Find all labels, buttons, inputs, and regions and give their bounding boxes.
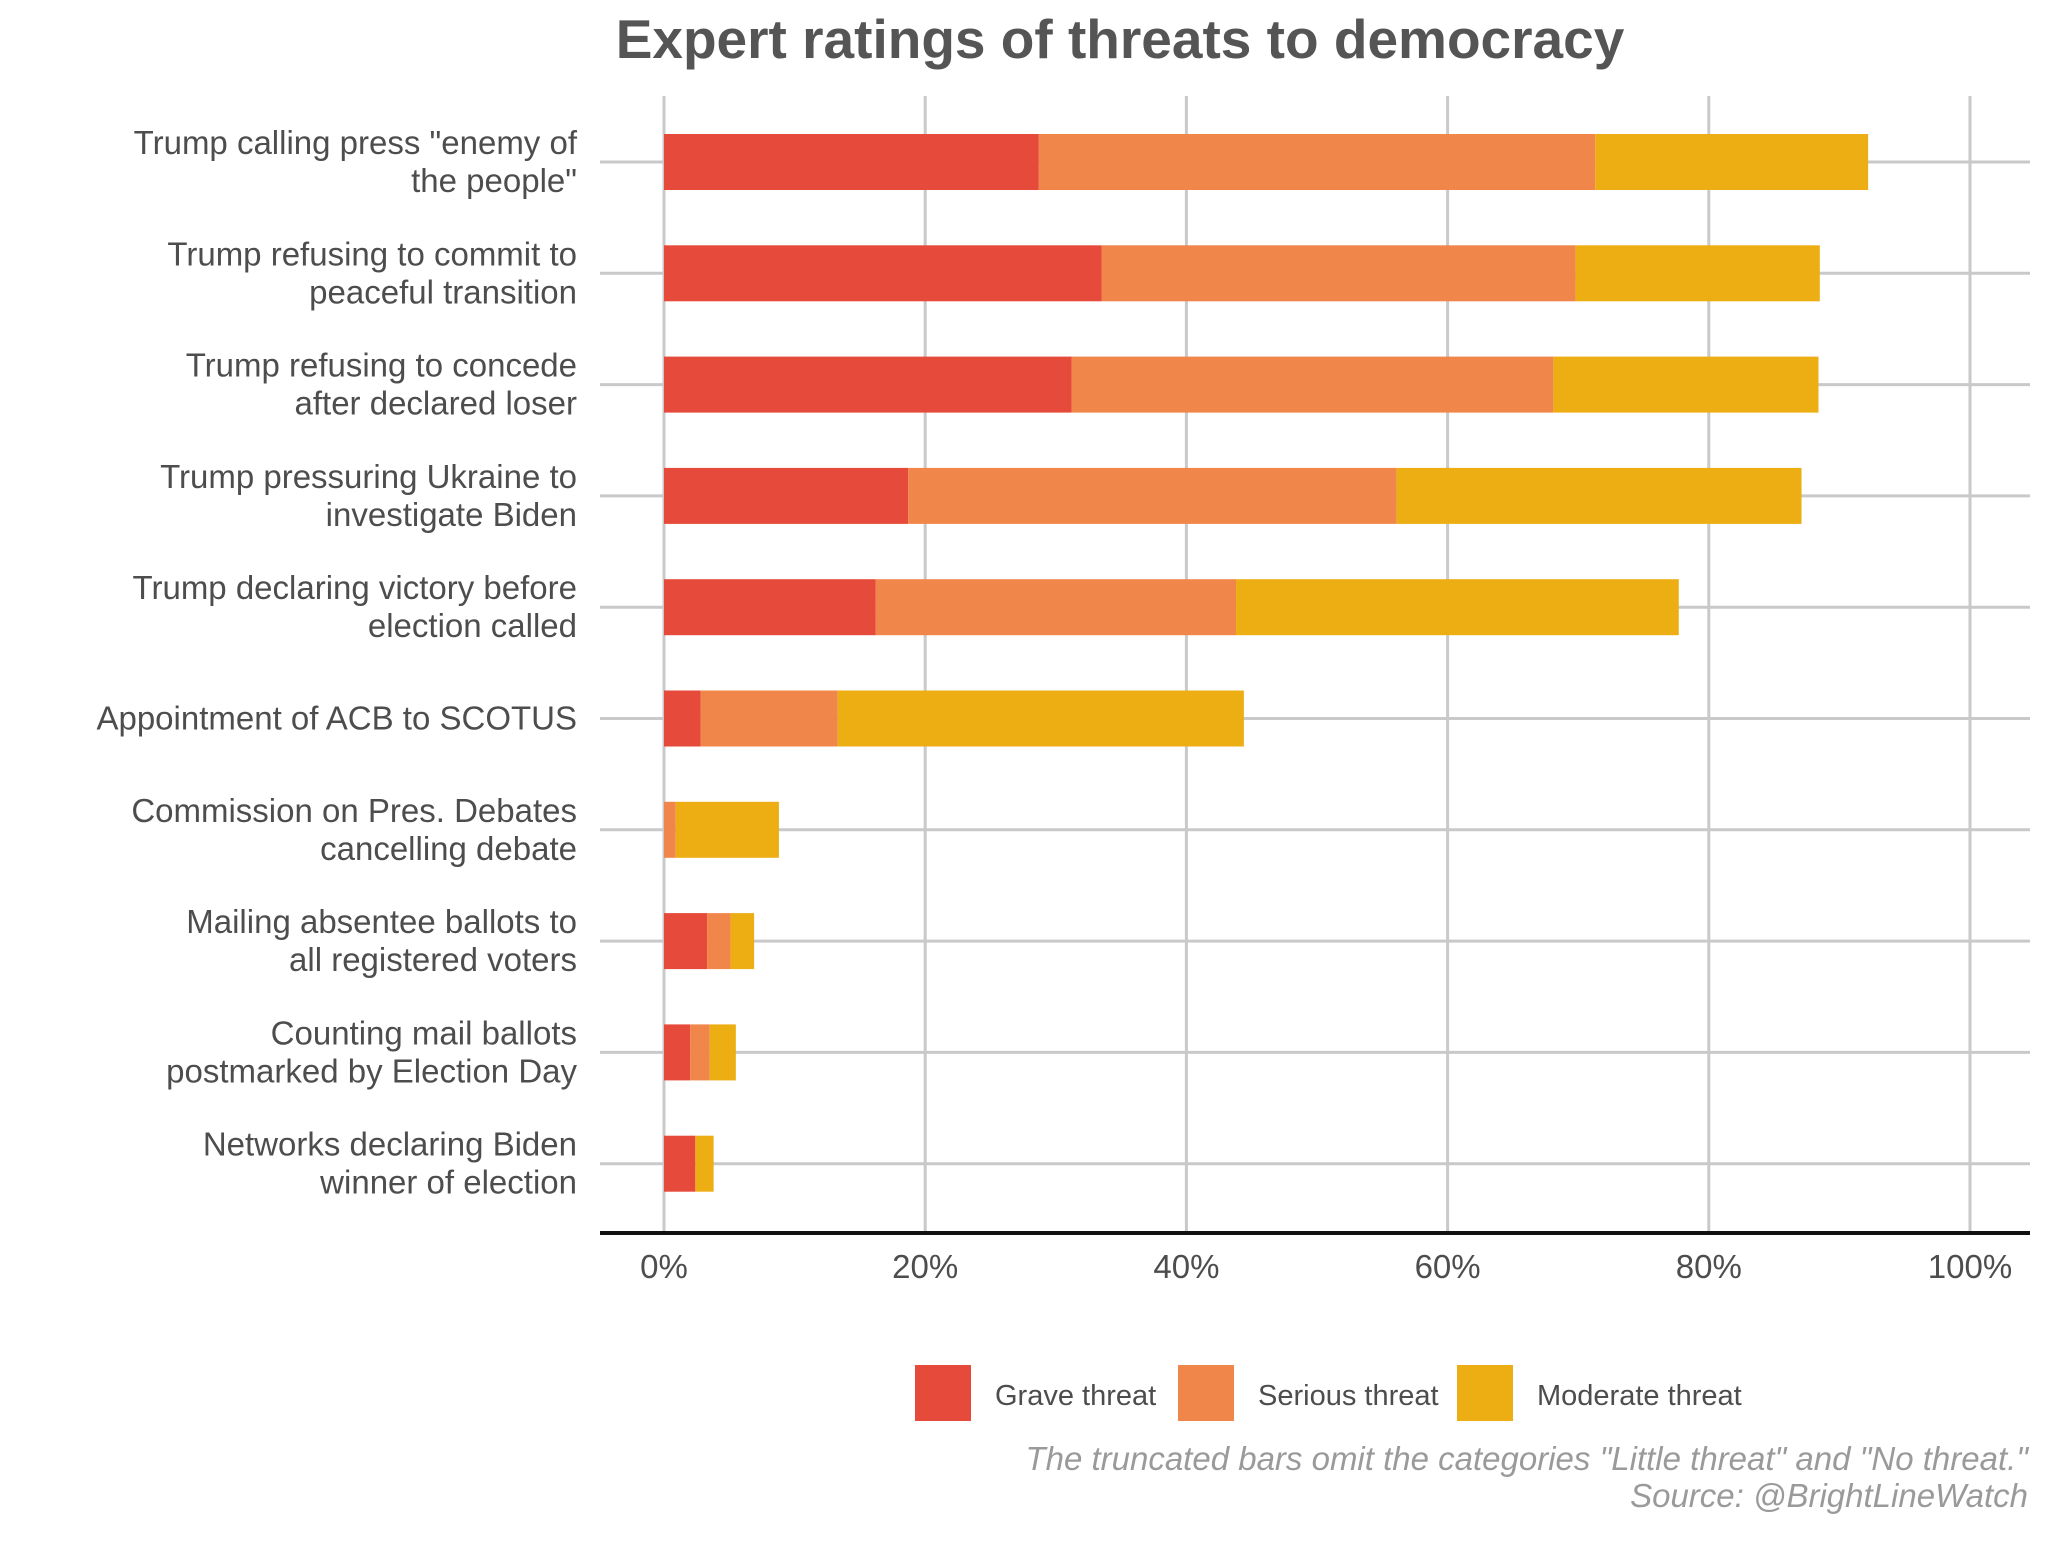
bar-segment: [709, 1024, 736, 1081]
bar-segment: [1236, 579, 1679, 636]
bar-segment: [837, 690, 1244, 747]
category-label: Trump refusing to commit to: [167, 235, 577, 272]
bar-segment: [1071, 356, 1554, 413]
category-label: Trump declaring victory before: [133, 569, 577, 606]
bar-segment: [695, 1135, 714, 1192]
bar-segment: [1553, 356, 1819, 413]
bar-segment: [664, 1024, 691, 1081]
x-tick-label: 20%: [892, 1248, 958, 1285]
bar-segment: [1575, 245, 1820, 302]
bar-segment: [1038, 134, 1596, 190]
chart-title: Expert ratings of threats to democracy: [616, 8, 1625, 70]
category-label: Networks declaring Biden: [203, 1126, 577, 1163]
category-label: cancelling debate: [320, 830, 577, 867]
bar-segment: [675, 801, 779, 858]
bar-segment: [664, 579, 876, 636]
bar-segment: [664, 801, 676, 858]
category-label: Trump pressuring Ukraine to: [160, 458, 577, 495]
bar-segment: [730, 913, 755, 970]
bar-segment: [700, 690, 838, 747]
x-tick-label: 0%: [640, 1248, 688, 1285]
x-axis: 0% 20% 40% 60% 80% 100%: [600, 1231, 2030, 1285]
legend-swatch: [1457, 1365, 1513, 1421]
bar-segment: [664, 690, 701, 747]
category-label: winner of election: [319, 1164, 577, 1201]
bar-segment: [664, 1135, 696, 1192]
legend-label: Grave threat: [995, 1380, 1156, 1412]
legend: Grave threat Serious threat Moderate threa…: [915, 1365, 1742, 1421]
bar-segment: [664, 913, 708, 970]
category-label: all registered voters: [289, 941, 577, 978]
caption-line: The truncated bars omit the categories "…: [1025, 1440, 2029, 1477]
legend-swatch: [915, 1365, 971, 1421]
bar-segment: [664, 134, 1039, 190]
caption-line: Source: @BrightLineWatch: [1630, 1477, 2028, 1514]
bar-segment: [1595, 134, 1869, 190]
x-tick-label: 60%: [1415, 1248, 1481, 1285]
bar-segment: [707, 913, 731, 970]
bar-segment: [875, 579, 1237, 636]
category-label: election called: [368, 607, 577, 644]
category-label: peaceful transition: [309, 273, 577, 310]
x-tick-label: 100%: [1928, 1248, 2012, 1285]
legend-label: Moderate threat: [1537, 1380, 1742, 1412]
category-label: investigate Biden: [326, 496, 577, 533]
bar-segment: [690, 1024, 710, 1081]
category-label: after declared loser: [295, 385, 577, 422]
category-label: Trump calling press "enemy of: [134, 124, 578, 161]
x-tick-label: 80%: [1676, 1248, 1742, 1285]
category-label: Trump refusing to concede: [186, 347, 577, 384]
bar-segment: [664, 245, 1102, 302]
bar-segment: [908, 467, 1397, 524]
caption: The truncated bars omit the categories "…: [1025, 1440, 2029, 1514]
category-label: Mailing absentee ballots to: [186, 903, 577, 940]
bars: [664, 134, 1869, 1192]
bar-segment: [1396, 467, 1802, 524]
bar-segment: [664, 356, 1072, 413]
legend-label: Serious threat: [1258, 1380, 1439, 1412]
category-label: Counting mail ballots: [271, 1014, 577, 1051]
category-label: the people": [411, 162, 577, 199]
category-label: Commission on Pres. Debates: [131, 792, 577, 829]
x-tick-label: 40%: [1153, 1248, 1219, 1285]
bar-segment: [664, 467, 909, 524]
legend-swatch: [1178, 1365, 1234, 1421]
category-label: postmarked by Election Day: [166, 1052, 577, 1089]
category-label: Appointment of ACB to SCOTUS: [96, 700, 577, 737]
bar-segment: [1101, 245, 1576, 302]
